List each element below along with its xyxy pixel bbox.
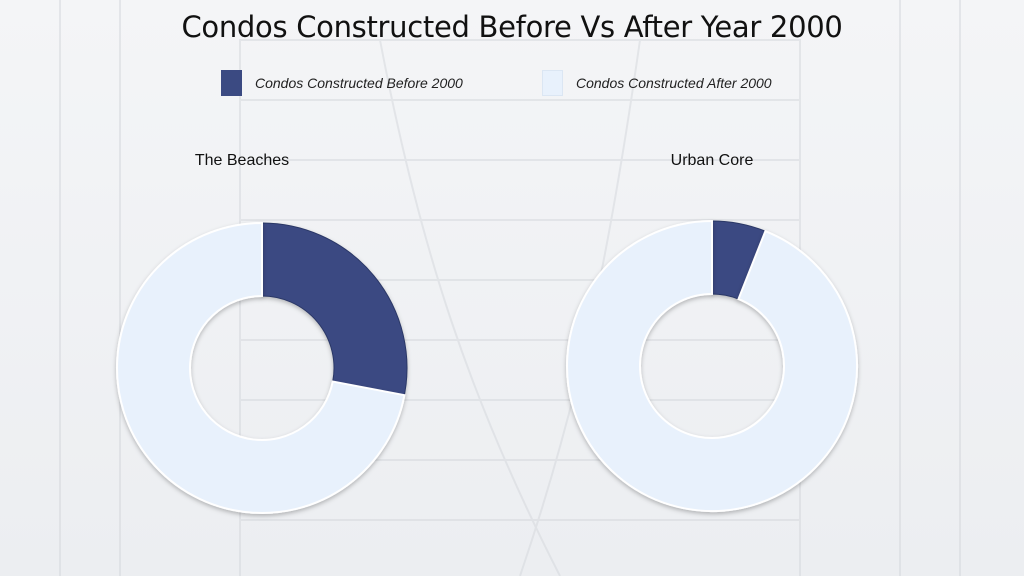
legend-swatch-after-2000 xyxy=(542,70,563,96)
donut-slice-the-beaches-before-2000 xyxy=(261,222,408,396)
legend-label-after-2000: Condos Constructed After 2000 xyxy=(576,75,772,91)
donut-slice-the-beaches-after-2000 xyxy=(116,221,406,514)
legend-label-before-2000: Condos Constructed Before 2000 xyxy=(255,75,463,91)
donut-title-urban-core: Urban Core xyxy=(670,152,754,169)
donut-slice-urban-core-after-2000 xyxy=(566,219,858,512)
legend-item-after-2000: Condos Constructed After 2000 xyxy=(542,70,772,96)
donut-title-the-beaches: The Beaches xyxy=(194,152,290,169)
legend-swatch-before-2000 xyxy=(221,70,242,96)
legend: Condos Constructed Before 2000 Condos Co… xyxy=(0,70,1024,100)
legend-item-before-2000: Condos Constructed Before 2000 xyxy=(221,70,463,96)
chart-title: Condos Constructed Before Vs After Year … xyxy=(181,10,843,44)
